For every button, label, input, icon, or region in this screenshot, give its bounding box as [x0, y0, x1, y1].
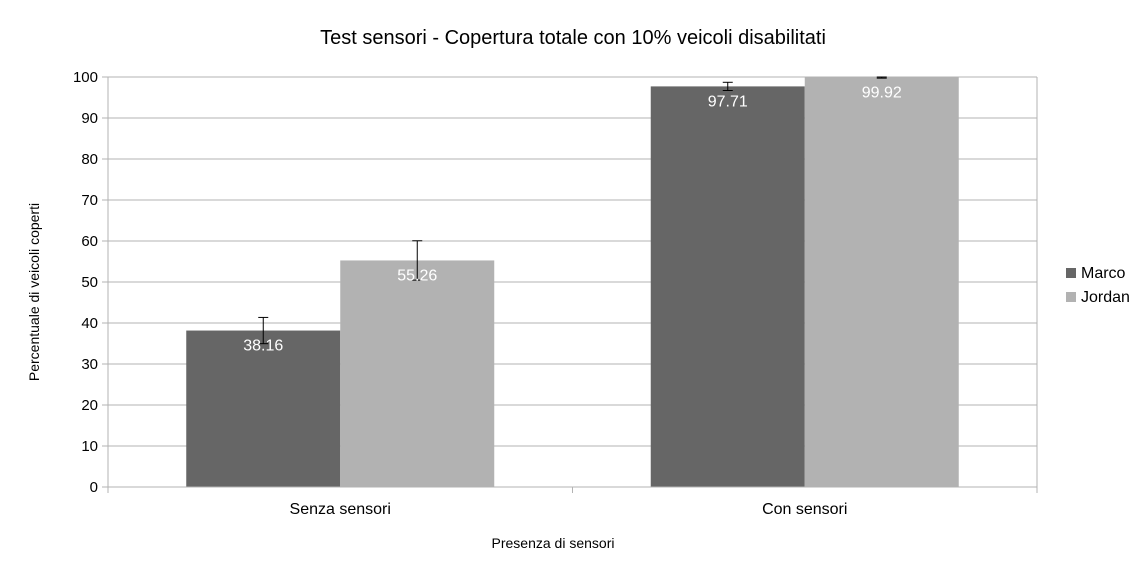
legend-entry: Jordan — [1081, 289, 1130, 306]
bar — [804, 77, 959, 487]
legend-swatch — [1066, 268, 1076, 278]
y-axis-title: Percentuale di veicoli coperti — [26, 203, 42, 381]
bar — [340, 260, 495, 487]
chart-title: Test sensori - Copertura totale con 10% … — [320, 27, 826, 49]
x-category-labels: Senza sensori Con sensori — [290, 501, 848, 518]
legend: Marco Jordan — [1066, 265, 1130, 306]
x-category-label: Con sensori — [762, 501, 847, 518]
y-tick-label: 70 — [81, 192, 98, 209]
data-label: 55.26 — [397, 267, 437, 284]
y-tick-label: 50 — [81, 274, 98, 291]
y-tick-label: 60 — [81, 233, 98, 250]
legend-entry: Marco — [1081, 265, 1126, 282]
legend-swatch — [1066, 292, 1076, 302]
data-label: 97.71 — [708, 93, 748, 110]
y-tick-labels: 0 10 20 30 40 50 60 70 80 90 100 — [73, 69, 98, 496]
y-tick-label: 40 — [81, 315, 98, 332]
y-tick-label: 90 — [81, 110, 98, 127]
y-tick-label: 0 — [90, 479, 98, 496]
data-label: 38.16 — [243, 338, 283, 355]
y-tick-label: 30 — [81, 356, 98, 373]
y-tick-label: 20 — [81, 397, 98, 414]
y-tick-label: 100 — [73, 69, 98, 86]
bars: 38.16 55.26 97.71 99.92 — [186, 76, 959, 487]
bar — [186, 330, 341, 487]
bar — [650, 86, 805, 487]
axes — [102, 76, 1038, 493]
data-label: 99.92 — [862, 84, 902, 101]
y-tick-label: 10 — [81, 438, 98, 455]
x-category-label: Senza sensori — [290, 501, 391, 518]
x-axis-title: Presenza di sensori — [492, 535, 615, 551]
y-tick-label: 80 — [81, 151, 98, 168]
